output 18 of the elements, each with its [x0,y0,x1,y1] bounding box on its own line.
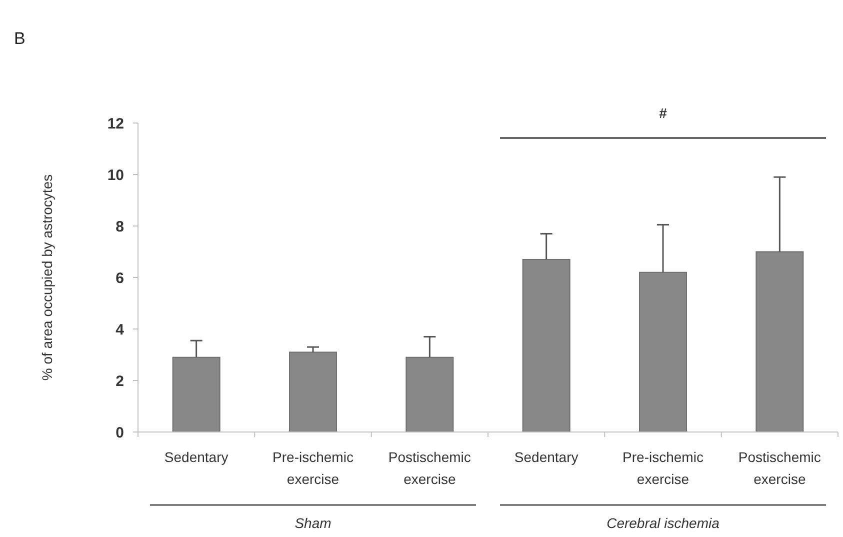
y-tick-label: 10 [107,166,124,184]
y-axis-title: % of area occupied by astrocytes [39,174,55,381]
x-tick-label: Postischemic exercise [388,449,471,487]
text: B [14,29,26,48]
x-tick-label: Pre-ischemic exercise [622,449,704,487]
x-tick-label: Sedentary [164,449,228,465]
x-tick-label: Sedentary [514,449,578,465]
text: Cerebral ischemia [606,515,720,531]
y-tick-label: 2 [116,372,124,390]
y-tick-label: 4 [116,321,125,338]
y-tick-label: 8 [116,218,124,236]
significance-bracket: # [500,105,826,139]
x-tick-label: Pre-ischemic exercise [272,449,354,487]
y-tick-label: 0 [116,424,124,442]
text: Sham [294,515,332,531]
y-tick-label: 6 [116,270,124,287]
y-tick-label: 12 [107,115,124,132]
x-tick-label: Postischemic exercise [738,449,821,487]
